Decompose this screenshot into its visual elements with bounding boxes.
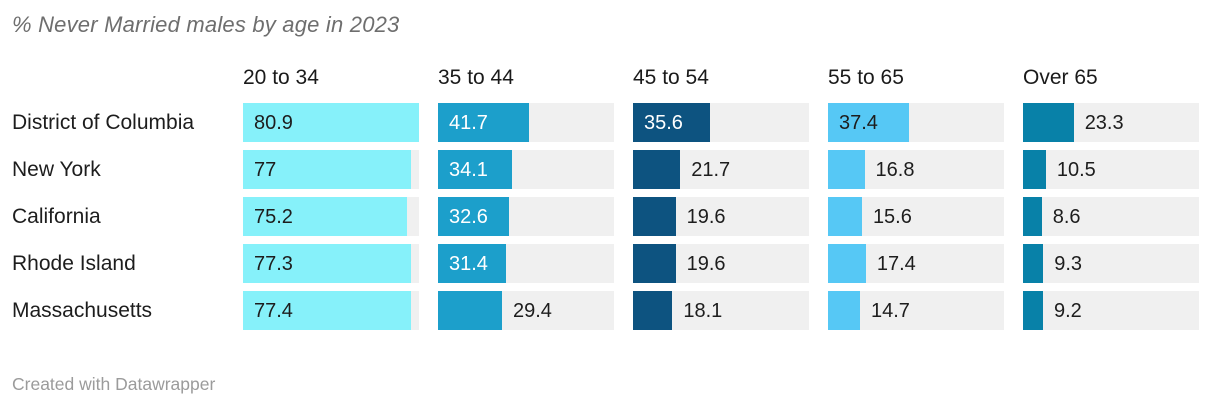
- table-row: New York 77 34.1 21.7 16.8 10.5: [12, 150, 1199, 189]
- bar-value: 77: [254, 158, 277, 181]
- bar-track: 32.6: [438, 197, 614, 236]
- bar-fill: [1023, 197, 1042, 236]
- bar-fill: [828, 291, 860, 330]
- bar-track: 8.6: [1023, 197, 1199, 236]
- bar-fill: [243, 150, 411, 189]
- bar-value: 41.7: [449, 111, 488, 134]
- bar-value: 15.6: [872, 205, 912, 228]
- row-label: New York: [12, 157, 101, 181]
- bar-value: 32.6: [449, 205, 488, 228]
- bar-track: 17.4: [828, 244, 1004, 283]
- bar-fill: [438, 197, 509, 236]
- bar-value: 19.6: [686, 252, 726, 275]
- bar-track: 18.1: [633, 291, 809, 330]
- bar-track: 9.2: [1023, 291, 1199, 330]
- column-header-55-to-65: 55 to 65: [828, 66, 904, 89]
- bar-value: 16.8: [875, 158, 915, 181]
- bar-track: 19.6: [633, 244, 809, 283]
- bar-track: 31.4: [438, 244, 614, 283]
- column-header-over-65: Over 65: [1023, 66, 1098, 89]
- bar-track: 19.6: [633, 197, 809, 236]
- bar-fill: [828, 150, 865, 189]
- bar-fill: [1023, 291, 1043, 330]
- bar-track: 77.3: [243, 244, 419, 283]
- bar-value: 9.2: [1054, 299, 1082, 322]
- bar-track: 80.9: [243, 103, 419, 142]
- column-header-45-to-54: 45 to 54: [633, 66, 709, 89]
- page-title: % Never Married males by age in 2023: [12, 12, 400, 37]
- bar-track: 37.4: [828, 103, 1004, 142]
- bar-value: 18.1: [683, 299, 723, 322]
- bar-value: 75.2: [254, 205, 293, 228]
- bar-value: 23.3: [1084, 111, 1124, 134]
- row-label: Rhode Island: [12, 251, 136, 275]
- bar-fill: [438, 150, 513, 189]
- bar-value: 34.1: [449, 158, 488, 181]
- bar-value: 35.6: [644, 111, 683, 134]
- table-row: Massachusetts 77.4 29.4 18.1 14.7 9.2: [12, 291, 1199, 330]
- bar-fill: [438, 244, 507, 283]
- bar-track: 75.2: [243, 197, 419, 236]
- bar-track: 15.6: [828, 197, 1004, 236]
- bar-track: 10.5: [1023, 150, 1199, 189]
- row-label: Massachusetts: [12, 298, 153, 322]
- bar-track: 77.4: [243, 291, 419, 330]
- bar-fill: [243, 197, 407, 236]
- bar-value: 14.7: [870, 299, 910, 322]
- bar-fill: [243, 244, 412, 283]
- bar-track: 29.4: [438, 291, 614, 330]
- bar-fill: [828, 103, 910, 142]
- bar-value: 10.5: [1056, 158, 1096, 181]
- bar-fill: [828, 244, 866, 283]
- bar-track: 21.7: [633, 150, 809, 189]
- bar-track: 34.1: [438, 150, 614, 189]
- bar-track: 9.3: [1023, 244, 1199, 283]
- bar-fill: [1023, 244, 1044, 283]
- bar-fill: [1023, 150, 1046, 189]
- row-label: District of Columbia: [12, 110, 195, 134]
- header-row: 20 to 34 35 to 44 45 to 54 55 to 65 Over…: [12, 62, 1199, 90]
- bar-fill: [633, 150, 681, 189]
- bar-value: 80.9: [254, 111, 293, 134]
- bar-fill: [438, 103, 529, 142]
- table-row: California 75.2 32.6 19.6 15.6 8.6: [12, 197, 1199, 236]
- bar-track: 77: [243, 150, 419, 189]
- bar-value: 21.7: [691, 158, 731, 181]
- bar-fill: [438, 291, 502, 330]
- bar-value: 17.4: [876, 252, 916, 275]
- table-row: District of Columbia 80.9 41.7 35.6 37.4…: [12, 103, 1199, 142]
- bar-fill: [1023, 103, 1074, 142]
- bar-value: 37.4: [839, 111, 878, 134]
- chart-table: 20 to 34 35 to 44 45 to 54 55 to 65 Over…: [12, 0, 1199, 338]
- bar-track: 35.6: [633, 103, 809, 142]
- bar-fill: [243, 291, 412, 330]
- column-header-35-to-44: 35 to 44: [438, 66, 514, 89]
- bar-track: 16.8: [828, 150, 1004, 189]
- bar-value: 31.4: [449, 252, 488, 275]
- bar-value: 8.6: [1052, 205, 1081, 228]
- bar-track: 14.7: [828, 291, 1004, 330]
- bar-value: 9.3: [1054, 252, 1083, 275]
- bar-value: 77.4: [254, 299, 293, 322]
- bar-fill: [633, 103, 711, 142]
- bar-track: 23.3: [1023, 103, 1199, 142]
- bar-value: 19.6: [686, 205, 726, 228]
- bar-fill: [828, 197, 862, 236]
- bar-value: 77.3: [254, 252, 293, 275]
- bar-fill: [243, 103, 419, 142]
- datawrapper-footer-link[interactable]: Created with Datawrapper: [12, 374, 216, 394]
- table-row: Rhode Island 77.3 31.4 19.6 17.4 9.3: [12, 244, 1199, 283]
- bar-track: 41.7: [438, 103, 614, 142]
- column-header-20-to-34: 20 to 34: [243, 66, 319, 89]
- bar-fill: [633, 197, 676, 236]
- bar-fill: [633, 244, 676, 283]
- row-label: California: [12, 204, 101, 228]
- bar-fill: [633, 291, 673, 330]
- bar-value: 29.4: [512, 299, 552, 322]
